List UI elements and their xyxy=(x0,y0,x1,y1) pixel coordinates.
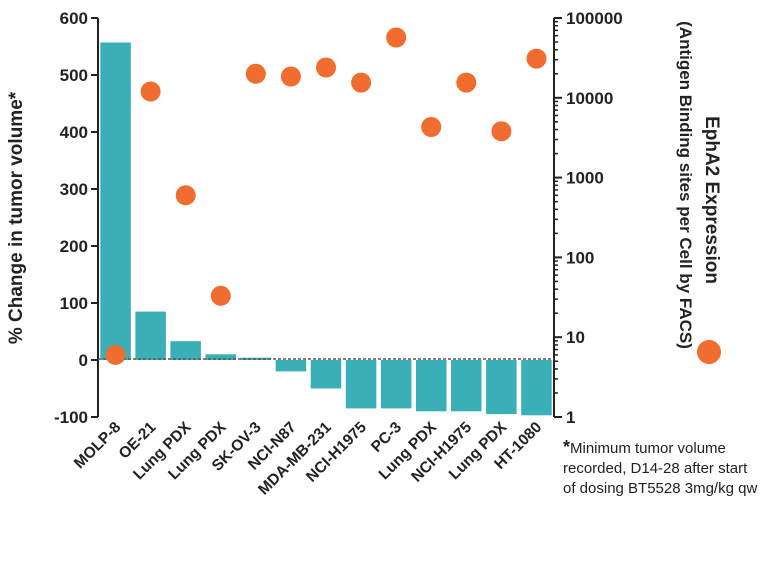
expression-point-8 xyxy=(351,72,372,93)
right-tick-label: 1000 xyxy=(566,169,604,188)
left-axis-title: % Change in tumor volume* xyxy=(6,91,27,344)
left-tick-label: 600 xyxy=(60,9,88,28)
expression-point-2 xyxy=(140,81,161,102)
left-tick-label: 400 xyxy=(60,123,88,142)
expression-point-9 xyxy=(386,27,407,48)
expression-point-7 xyxy=(316,57,336,78)
right-axis-title: EphA2 Expression xyxy=(701,116,722,284)
left-tick-label: 200 xyxy=(60,237,88,256)
bar-1 xyxy=(100,42,131,360)
expression-point-10 xyxy=(421,117,442,137)
bar-4 xyxy=(205,354,236,360)
expression-point-12 xyxy=(491,121,512,142)
bar-3 xyxy=(170,341,201,360)
bar-7 xyxy=(310,360,342,389)
footnote-text: Minimum tumor volume recorded, D14-28 af… xyxy=(563,440,758,497)
expression-point-13 xyxy=(526,48,547,69)
expression-point-3 xyxy=(175,185,196,206)
legend-marker-icon xyxy=(697,340,721,364)
left-tick-label: 500 xyxy=(60,66,88,85)
footnote-star: * xyxy=(563,437,571,457)
bar-2 xyxy=(135,311,166,360)
right-tick-label: 100000 xyxy=(566,9,623,28)
expression-point-5 xyxy=(245,63,266,84)
bar-13 xyxy=(521,360,552,416)
left-tick-label: 0 xyxy=(79,351,88,370)
bar-6 xyxy=(275,360,307,372)
expression-point-1 xyxy=(105,344,126,365)
right-tick-label: 1 xyxy=(566,408,575,427)
right-tick-label: 10000 xyxy=(566,89,613,108)
expression-point-4 xyxy=(210,285,231,306)
bar-12 xyxy=(486,360,517,415)
left-tick-label: 300 xyxy=(60,180,88,199)
expression-point-6 xyxy=(280,66,301,87)
footnote: *Minimum tumor volume recorded, D14-28 a… xyxy=(563,437,763,499)
left-tick-label: -100 xyxy=(54,408,88,427)
bar-8 xyxy=(345,360,377,409)
right-tick-label: 100 xyxy=(566,248,594,267)
expression-point-11 xyxy=(456,72,477,93)
left-tick-label: 100 xyxy=(60,294,88,313)
bar-10 xyxy=(416,360,447,412)
right-axis-subtitle: (Antigen Binding sites per Cell by FACS) xyxy=(676,21,695,349)
right-tick-label: 10 xyxy=(566,328,585,347)
bar-11 xyxy=(451,360,482,412)
bar-9 xyxy=(380,360,412,409)
